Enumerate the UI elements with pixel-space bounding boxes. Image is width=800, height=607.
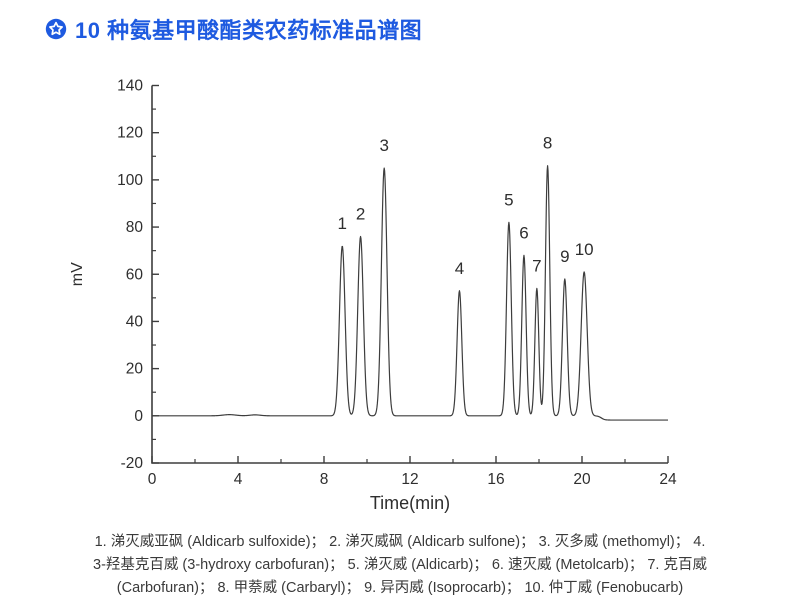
x-axis-title: Time(min) bbox=[370, 493, 450, 513]
x-tick-label: 0 bbox=[148, 471, 157, 488]
y-tick-label: 60 bbox=[126, 266, 144, 283]
peak-label-5: 5 bbox=[504, 190, 513, 209]
x-tick-label: 8 bbox=[320, 471, 329, 488]
caption-line-3: (Carbofuran)； 8. 甲萘威 (Carbaryl)； 9. 异丙威 … bbox=[116, 580, 684, 596]
x-tick-label: 4 bbox=[234, 471, 243, 488]
page-header: 10 种氨基甲酸酯类农药标准品谱图 bbox=[45, 13, 422, 45]
peak-label-2: 2 bbox=[356, 205, 365, 224]
peak-label-8: 8 bbox=[543, 134, 552, 153]
peak-label-4: 4 bbox=[455, 259, 464, 278]
peak-label-3: 3 bbox=[379, 136, 388, 155]
y-tick-label: 40 bbox=[126, 313, 144, 330]
chromatogram-trace bbox=[151, 165, 669, 421]
y-tick-label: -20 bbox=[121, 455, 144, 472]
y-tick-label: 140 bbox=[117, 78, 143, 95]
y-tick-label: 20 bbox=[126, 361, 144, 378]
x-tick-label: 12 bbox=[401, 471, 418, 488]
x-tick-label: 24 bbox=[659, 471, 677, 488]
x-tick-label: 16 bbox=[487, 471, 504, 488]
peak-label-9: 9 bbox=[560, 247, 569, 266]
y-axis-title: mV bbox=[69, 262, 86, 286]
y-tick-label: 80 bbox=[126, 219, 144, 236]
y-tick-label: 100 bbox=[117, 172, 143, 189]
y-tick-label: 120 bbox=[117, 125, 143, 142]
caption-line-1: 1. 涕灭威亚砜 (Aldicarb sulfoxide)； 2. 涕灭威砜 (… bbox=[94, 534, 706, 550]
peak-label-1: 1 bbox=[338, 214, 347, 233]
x-tick-label: 20 bbox=[573, 471, 591, 488]
star-badge-icon bbox=[45, 18, 67, 40]
chromatogram-svg: 0 4 8 12 16 20 24-20020406080100120140Time(min… bbox=[69, 78, 677, 514]
peak-label-10: 10 bbox=[575, 240, 594, 259]
caption-line-2: 3-羟基克百威 (3-hydroxy carbofuran)； 5. 涕灭威 (… bbox=[93, 557, 707, 573]
y-tick-label: 0 bbox=[134, 408, 143, 425]
figure-caption: 1. 涕灭威亚砜 (Aldicarb sulfoxide)； 2. 涕灭威砜 (… bbox=[70, 531, 730, 600]
peak-label-7: 7 bbox=[532, 256, 541, 275]
chromatogram-chart: 0 4 8 12 16 20 24 -20 0 20 40 60 80 100 120 140 Time(min… bbox=[69, 78, 677, 514]
page-title: 10 种氨基甲酸酯类农药标准品谱图 bbox=[75, 18, 423, 43]
peak-label-6: 6 bbox=[519, 223, 528, 242]
